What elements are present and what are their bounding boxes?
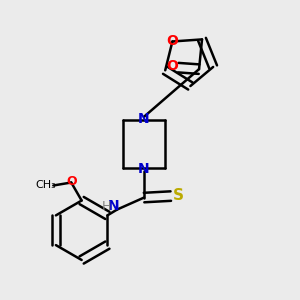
Text: O: O (167, 34, 178, 49)
Text: H: H (101, 200, 111, 213)
Text: O: O (166, 59, 178, 73)
Text: O: O (66, 175, 76, 188)
Text: N: N (138, 112, 150, 126)
Text: N: N (138, 162, 150, 176)
Text: S: S (173, 188, 184, 203)
Text: CH₃: CH₃ (36, 181, 56, 190)
Text: N: N (108, 200, 120, 214)
